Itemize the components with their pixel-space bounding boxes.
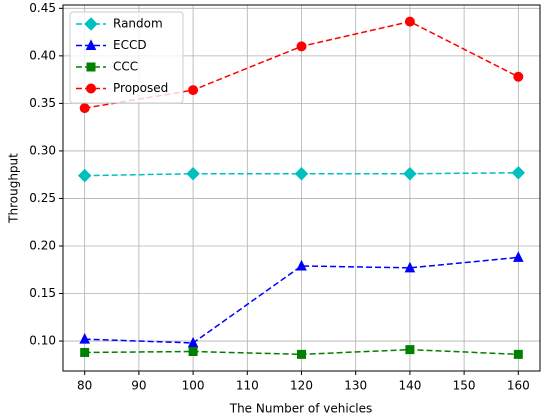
legend-marker bbox=[85, 39, 97, 50]
series-line bbox=[84, 256, 519, 344]
y-tick-label: 0.25 bbox=[29, 191, 56, 205]
x-tick-label: 140 bbox=[398, 379, 421, 393]
marker bbox=[404, 16, 415, 27]
x-tick-label: 150 bbox=[453, 379, 476, 393]
marker bbox=[188, 85, 199, 96]
marker bbox=[403, 167, 417, 181]
x-axis-label: The Number of vehicles bbox=[229, 402, 373, 416]
y-tick-label: 0.15 bbox=[29, 286, 56, 300]
marker bbox=[513, 251, 524, 262]
y-tick-label: 0.10 bbox=[29, 334, 56, 348]
marker bbox=[296, 41, 307, 52]
legend-label: Random bbox=[113, 17, 163, 31]
marker bbox=[187, 336, 199, 348]
y-axis-label: Throughput bbox=[7, 153, 21, 224]
legend-label: Proposed bbox=[113, 81, 168, 95]
marker bbox=[77, 168, 92, 183]
y-tick-label: 0.45 bbox=[29, 1, 56, 15]
marker bbox=[186, 167, 200, 181]
x-tick-label: 100 bbox=[182, 379, 205, 393]
legend-box bbox=[69, 11, 184, 104]
marker bbox=[513, 349, 523, 359]
marker bbox=[79, 103, 90, 114]
marker bbox=[297, 349, 306, 359]
marker bbox=[296, 259, 307, 271]
legend-marker bbox=[86, 62, 96, 72]
marker bbox=[188, 347, 198, 357]
marker bbox=[79, 333, 90, 344]
y-tick-label: 0.20 bbox=[29, 238, 56, 252]
marker bbox=[80, 347, 90, 357]
legend-marker bbox=[84, 17, 98, 31]
x-tick-label: 90 bbox=[131, 379, 146, 393]
y-tick-label: 0.40 bbox=[29, 48, 56, 62]
plot-frame bbox=[62, 4, 541, 372]
legend-label: ECCD bbox=[113, 38, 147, 52]
x-tick-label: 130 bbox=[344, 379, 367, 393]
x-tick-label: 80 bbox=[77, 379, 92, 393]
legend-marker bbox=[86, 83, 96, 94]
y-tick-label: 0.35 bbox=[29, 96, 56, 110]
marker bbox=[294, 167, 309, 181]
marker bbox=[511, 166, 526, 180]
marker bbox=[405, 345, 415, 355]
marker bbox=[404, 261, 416, 273]
marker bbox=[513, 71, 524, 82]
y-tick-label: 0.30 bbox=[29, 143, 56, 157]
x-tick-label: 110 bbox=[236, 379, 259, 393]
legend-label: CCC bbox=[113, 60, 138, 74]
x-tick-label: 120 bbox=[290, 379, 313, 393]
x-tick-label: 160 bbox=[507, 379, 530, 393]
